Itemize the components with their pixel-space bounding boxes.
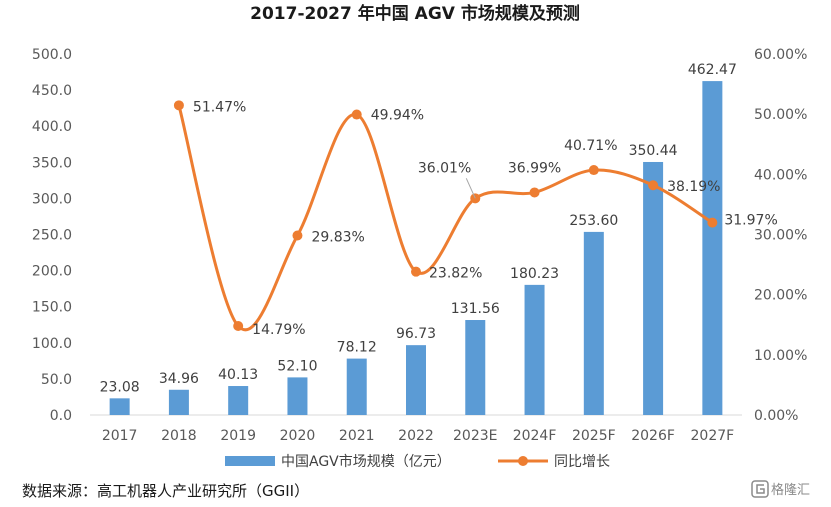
x-tick-label: 2022 (398, 428, 434, 444)
right-tick-label: 10.00% (754, 348, 807, 364)
bar (109, 398, 130, 415)
left-tick-label: 100.0 (32, 336, 72, 352)
line-value-label: 36.99% (508, 160, 561, 176)
line-point (292, 230, 303, 241)
left-tick-label: 450.0 (32, 83, 72, 99)
left-tick-label: 200.0 (32, 264, 72, 280)
right-axis: 0.00% 10.00% 20.00% 30.00% 40.00% 50.00% 60.00… (754, 47, 807, 424)
x-tick-label: 2027F (691, 428, 735, 444)
bar (465, 320, 486, 415)
x-tick-label: 2020 (280, 428, 316, 444)
line-value-label: 23.82% (429, 266, 482, 282)
bar (346, 358, 367, 415)
left-tick-label: 300.0 (32, 191, 72, 207)
x-tick-label: 2021 (339, 428, 375, 444)
line-value-label: 38.19% (667, 179, 720, 195)
right-tick-label: 60.00% (754, 47, 807, 63)
right-tick-label: 0.00% (754, 408, 798, 424)
legend-line-label: 同比增长 (554, 454, 610, 470)
right-tick-label: 50.00% (754, 107, 807, 123)
bar-value-label: 78.12 (337, 340, 377, 356)
line-point (351, 109, 362, 120)
x-tick-label: 2019 (220, 428, 256, 444)
x-tick-label: 2023E (453, 428, 497, 444)
line-value-label: 14.79% (252, 322, 305, 338)
line-point (173, 100, 184, 111)
bar-value-label: 34.96 (159, 371, 199, 387)
left-axis: 0.0 50.0 100.0 150.0 200.0 250.0 300.0 350.0 400… (32, 47, 72, 424)
line-series (173, 100, 718, 332)
bar-value-label: 350.44 (629, 143, 678, 159)
line-point (588, 165, 599, 176)
line-value-label: 51.47% (193, 99, 246, 115)
bar (228, 386, 249, 415)
source-note: 数据来源：高工机器人产业研究所（GGII） (22, 482, 309, 500)
line-point (529, 187, 540, 198)
line-point (233, 321, 244, 332)
right-tick-label: 30.00% (754, 228, 807, 244)
bar-value-label: 40.13 (218, 367, 258, 383)
left-tick-label: 350.0 (32, 155, 72, 171)
g-logo-icon (751, 480, 769, 498)
watermark: 格隆汇 (751, 480, 810, 498)
bar-value-label: 131.56 (451, 301, 500, 317)
line-point (411, 266, 421, 277)
growth-line (177, 104, 714, 332)
line-point (707, 217, 718, 228)
watermark-text: 格隆汇 (771, 482, 810, 498)
line-labels: 51.47% 14.79% 29.83% 49.94% 23.82% 36.01% 36.9… (193, 99, 778, 338)
bar-series (109, 81, 723, 416)
bar-value-label: 180.23 (510, 266, 559, 282)
bar (524, 284, 545, 415)
x-axis: 2017 2018 2019 2020 2021 2022 2023E 2024F 2025F 2… (102, 428, 734, 444)
legend: 中国AGV市场规模（亿元） 同比增长 (225, 453, 610, 470)
bar-value-label: 462.47 (688, 62, 737, 78)
bar-labels: 23.08 34.96 40.13 52.10 78.12 96.73 131.56 180.… (100, 62, 737, 395)
legend-line-marker (518, 456, 528, 466)
bar (168, 389, 189, 415)
line-point (648, 180, 659, 191)
line-value-label: 36.01% (418, 160, 471, 176)
bar (583, 231, 604, 415)
line-value-label: 29.83% (311, 230, 364, 246)
left-tick-label: 50.0 (41, 372, 72, 388)
label-leader-line (465, 178, 476, 199)
left-tick-label: 0.0 (50, 408, 72, 424)
left-tick-label: 250.0 (32, 228, 72, 244)
right-tick-label: 20.00% (754, 288, 807, 304)
right-tick-label: 40.00% (754, 167, 807, 183)
x-tick-label: 2018 (161, 428, 197, 444)
left-tick-label: 400.0 (32, 119, 72, 135)
chart-title: 2017-2027 年中国 AGV 市场规模及预测 (250, 3, 580, 24)
line-value-label: 40.71% (564, 138, 617, 154)
bar-value-label: 52.10 (277, 358, 317, 374)
left-tick-label: 150.0 (32, 300, 72, 316)
x-tick-label: 2026F (631, 428, 675, 444)
bar (702, 81, 723, 416)
bar-value-label: 23.08 (100, 379, 140, 395)
bar-value-label: 253.60 (569, 213, 618, 229)
bar-value-label: 96.73 (396, 326, 436, 342)
legend-bar-label: 中国AGV市场规模（亿元） (281, 453, 451, 470)
bar (643, 161, 664, 415)
bar (287, 377, 308, 415)
x-tick-label: 2025F (572, 428, 616, 444)
line-value-label: 31.97% (724, 213, 777, 229)
bar (406, 345, 426, 415)
legend-bar-swatch (225, 456, 275, 466)
x-tick-label: 2017 (102, 428, 138, 444)
x-tick-label: 2024F (513, 428, 557, 444)
line-value-label: 49.94% (371, 108, 424, 124)
left-tick-label: 500.0 (32, 47, 72, 63)
